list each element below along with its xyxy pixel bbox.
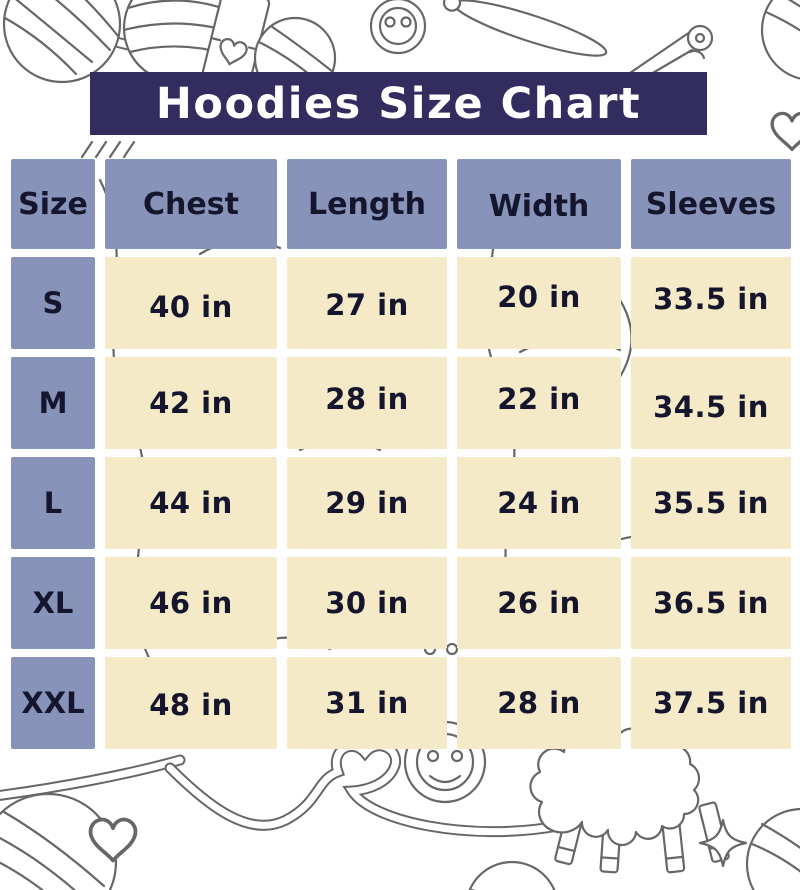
- column-header-length: Length: [287, 159, 447, 249]
- yarn-ball-icon: [468, 860, 556, 890]
- row-header-s: S: [11, 257, 95, 349]
- size-chart-table: Size Chest Length Width Sleeves S 40 in …: [11, 159, 791, 749]
- button-icon: [369, 0, 427, 55]
- cell-xxl-width: 28 in: [457, 657, 621, 749]
- crochet-hook-icon: [0, 754, 186, 801]
- knitting-needle-icon: [442, 0, 608, 57]
- column-header-width: Width: [457, 159, 621, 249]
- cell-m-width: 22 in: [457, 357, 621, 449]
- row-header-m: M: [11, 357, 95, 449]
- cell-m-sleeves: 34.5 in: [631, 357, 791, 449]
- cell-l-chest: 44 in: [105, 457, 277, 549]
- yarn-thread-heart-icon: [164, 740, 564, 838]
- cell-xl-chest: 46 in: [105, 557, 277, 649]
- sparkle-icon: [698, 818, 748, 868]
- cell-s-length: 27 in: [287, 257, 447, 349]
- cell-m-chest: 42 in: [105, 357, 277, 449]
- column-header-sleeves: Sleeves: [631, 159, 791, 249]
- row-header-xl: XL: [11, 557, 95, 649]
- cell-xl-sleeves: 36.5 in: [631, 557, 791, 649]
- yarn-ball-icon: [760, 0, 800, 80]
- row-header-xxl: XXL: [11, 657, 95, 749]
- page-title: Hoodies Size Chart: [155, 78, 642, 129]
- cell-xl-width: 26 in: [457, 557, 621, 649]
- cell-s-chest: 40 in: [105, 257, 277, 349]
- cell-s-width: 20 in: [457, 257, 621, 349]
- cell-xl-length: 30 in: [287, 557, 447, 649]
- yarn-ball-icon: [0, 792, 118, 890]
- sheep-icon: [529, 727, 730, 874]
- cell-xxl-length: 31 in: [287, 657, 447, 749]
- column-header-chest: Chest: [105, 159, 277, 249]
- cell-l-sleeves: 35.5 in: [631, 457, 791, 549]
- cell-xxl-sleeves: 37.5 in: [631, 657, 791, 749]
- row-header-l: L: [11, 457, 95, 549]
- cell-xxl-chest: 48 in: [105, 657, 277, 749]
- cell-s-sleeves: 33.5 in: [631, 257, 791, 349]
- cell-l-width: 24 in: [457, 457, 621, 549]
- heart-icon: [770, 111, 800, 152]
- cell-l-length: 29 in: [287, 457, 447, 549]
- heart-icon: [88, 817, 138, 863]
- column-header-size: Size: [11, 159, 95, 249]
- cell-m-length: 28 in: [287, 357, 447, 449]
- title-banner: Hoodies Size Chart: [90, 72, 707, 135]
- yarn-ball-icon: [745, 807, 800, 890]
- hatch-doodle: [80, 140, 136, 159]
